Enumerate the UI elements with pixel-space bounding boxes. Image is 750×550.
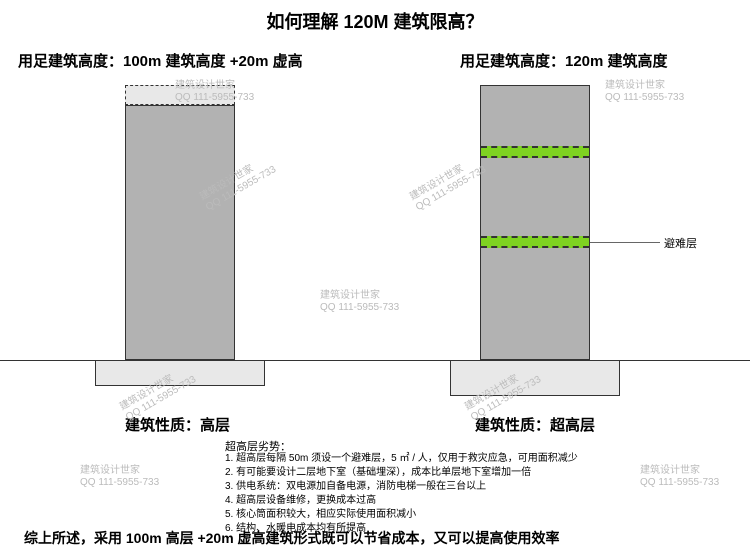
watermark: 建筑设计世家QQ 111-5955-733: [605, 80, 684, 104]
conclusion: 综上所述，采用 100m 高层 +20m 虚高建筑形式既可以节省成本，又可以提高…: [24, 528, 560, 548]
note-item: 5. 核心筒面积较大，相应实际使用面积减小: [225, 508, 578, 522]
watermark: 建筑设计世家QQ 111-5955-733: [320, 290, 399, 314]
left-building: [125, 105, 235, 360]
left-subtitle: 用足建筑高度：100m 建筑高度 +20m 虚高: [18, 50, 303, 71]
refuge-leader-line: [590, 242, 660, 243]
note-item: 2. 有可能要设计二层地下室（基础埋深），成本比单层地下室增加一倍: [225, 466, 578, 480]
note-item: 3. 供电系统：双电源加自备电源，消防电梯一般在三台以上: [225, 480, 578, 494]
watermark: 建筑设计世家QQ 111-5955-733: [175, 80, 254, 104]
right-subtitle: 用足建筑高度：120m 建筑高度: [460, 50, 668, 71]
note-item: 4. 超高层设备维修，更换成本过高: [225, 494, 578, 508]
right-property-label: 建筑性质：超高层: [475, 414, 595, 435]
refuge-floor-1: [481, 146, 589, 158]
page-title: 如何理解 120M 建筑限高？: [0, 0, 750, 34]
watermark: 建筑设计世家QQ 111-5955-733: [408, 154, 489, 214]
right-building: [480, 85, 590, 360]
ground-line: [0, 360, 750, 361]
refuge-label: 避难层: [664, 235, 697, 251]
note-item: 1. 超高层每隔 50m 须设一个避难层，5 ㎡ / 人，仅用于救灾应急，可用面…: [225, 452, 578, 466]
watermark: 建筑设计世家QQ 111-5955-733: [80, 465, 159, 489]
watermark: 建筑设计世家QQ 111-5955-733: [640, 465, 719, 489]
notes-list: 1. 超高层每隔 50m 须设一个避难层，5 ㎡ / 人，仅用于救灾应急，可用面…: [225, 452, 578, 536]
refuge-floor-2: [481, 236, 589, 248]
